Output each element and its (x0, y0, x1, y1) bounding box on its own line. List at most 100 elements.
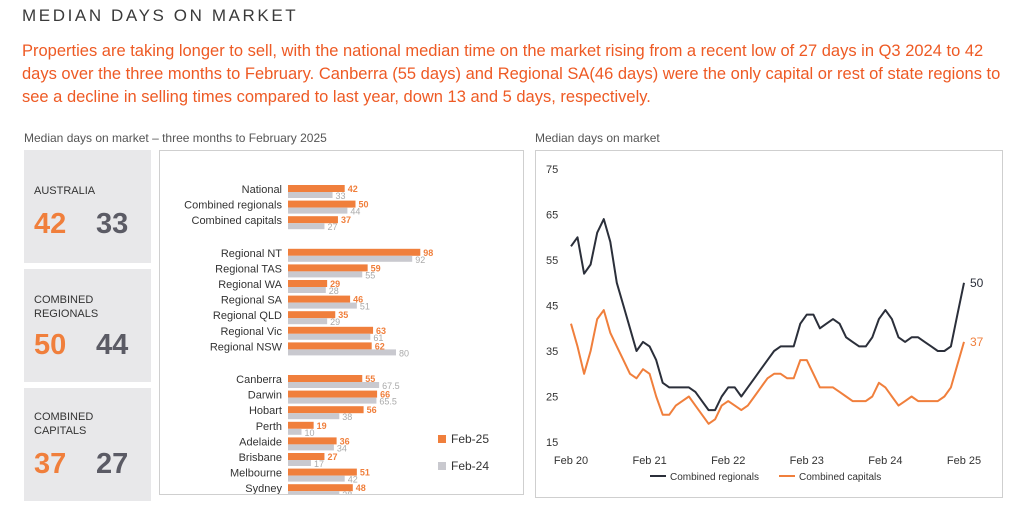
category-label-hobart: Hobart (249, 405, 282, 417)
category-label-melbourne: Melbourne (230, 468, 282, 480)
stat-previous-value: 33 (96, 208, 129, 240)
value-label-feb24-adelaide: 34 (337, 443, 347, 453)
bar-feb25-regional-qld (288, 311, 336, 319)
value-label-feb24-darwin: 65.5 (379, 397, 397, 407)
end-label-combined-capitals: 37 (970, 335, 984, 349)
bar-feb24-regional-tas (288, 271, 363, 278)
category-label-canberra: Canberra (236, 374, 283, 386)
value-label-feb25-melbourne: 51 (360, 468, 370, 478)
bar-feb24-combined-capitals (288, 223, 325, 230)
legend-swatch-feb24 (438, 462, 446, 470)
category-label-regional-sa: Regional SA (221, 295, 283, 307)
bar-feb24-regional-nsw (288, 349, 396, 356)
y-tick-label-15: 15 (546, 437, 558, 449)
category-label-regional-nsw: Regional NSW (210, 341, 283, 353)
series-line-combined-regionals (570, 218, 965, 412)
bar-feb24-perth (288, 428, 302, 435)
value-label-feb25-combined-regionals: 50 (359, 200, 369, 210)
bar-feb24-regional-qld (288, 318, 328, 325)
bar-feb24-combined-regionals (288, 207, 348, 214)
legend-label-combined-regionals: Combined regionals (670, 472, 759, 483)
bar-feb24-hobart (288, 413, 340, 420)
bar-feb24-darwin (288, 397, 377, 404)
value-label-feb25-sydney: 48 (356, 483, 366, 493)
stat-previous-value: 44 (96, 329, 129, 361)
bar-feb25-regional-nt (288, 248, 421, 256)
bar-feb25-adelaide (288, 437, 337, 445)
value-label-feb25-brisbane: 27 (327, 452, 337, 462)
stat-card-australia: AUSTRALIA 42 33 (24, 150, 151, 263)
bar-feb25-regional-tas (288, 264, 368, 272)
value-label-feb24-regional-qld: 29 (330, 317, 340, 327)
legend-label-combined-capitals: Combined capitals (799, 472, 881, 483)
value-label-feb25-regional-qld: 35 (338, 310, 348, 320)
x-tick-label-feb-25: Feb 25 (947, 455, 981, 467)
value-label-feb24-regional-vic: 61 (373, 333, 383, 343)
bar-chart-subtitle: Median days on market – three months to … (24, 131, 327, 145)
bar-feb25-melbourne (288, 468, 357, 476)
category-label-adelaide: Adelaide (239, 436, 282, 448)
line-chart-subtitle: Median days on market (535, 131, 660, 145)
category-label-perth: Perth (256, 421, 282, 433)
value-label-feb24-sydney: 38 (342, 490, 352, 494)
bar-feb24-canberra (288, 382, 380, 388)
value-label-feb24-hobart: 38 (342, 412, 352, 422)
page-title: MEDIAN DAYS ON MARKET (22, 6, 299, 25)
value-label-feb24-regional-nt: 92 (415, 255, 425, 265)
legend-label-feb25: Feb-25 (451, 432, 489, 446)
line-chart-panel: 75 65 55 45 35 25 15 Feb 20 Feb 21 Feb 22 Feb 23 Fe… (535, 150, 1003, 498)
value-label-feb24-regional-wa: 28 (329, 286, 339, 296)
line-chart: 75 65 55 45 35 25 15 Feb 20 Feb 21 Feb 22 Feb 23 Fe… (546, 164, 984, 483)
bar-feb25-perth (288, 421, 314, 429)
value-label-feb24-regional-nsw: 80 (399, 348, 409, 358)
category-label-sydney: Sydney (245, 483, 282, 494)
intro-paragraph: Properties are taking longer to sell, wi… (22, 42, 1001, 106)
bar-feb24-national (288, 192, 333, 198)
value-label-feb25-perth: 19 (317, 421, 327, 431)
bar-feb24-regional-wa (288, 287, 326, 293)
bar-feb25-regional-vic (288, 326, 374, 334)
bar-feb24-brisbane (288, 460, 311, 466)
stat-current-value: 37 (34, 448, 67, 480)
bar-feb24-regional-sa (288, 302, 357, 309)
value-label-feb25-hobart: 56 (367, 405, 377, 415)
value-label-feb25-regional-nt: 98 (423, 248, 433, 258)
bar-chart-panel: National 42 33 Combined regionals 50 44 Combin… (159, 150, 524, 500)
legend-label-feb24: Feb-24 (451, 459, 489, 473)
y-tick-label-65: 65 (546, 210, 558, 222)
category-label-regional-nt: Regional NT (221, 248, 282, 260)
value-label-feb24-canberra: 67.5 (382, 381, 400, 391)
bar-feb25-combined-regionals (288, 200, 356, 208)
x-tick-label-feb-22: Feb 22 (711, 455, 745, 467)
bar-feb24-melbourne (288, 475, 345, 482)
category-label-darwin: Darwin (248, 390, 282, 402)
x-tick-label-feb-23: Feb 23 (790, 455, 824, 467)
value-label-feb24-regional-sa: 51 (360, 302, 370, 312)
bar-feb24-sydney (288, 491, 340, 498)
end-label-combined-regionals: 50 (970, 276, 984, 290)
bar-feb25-canberra (288, 375, 363, 382)
bar-feb25-darwin (288, 390, 378, 398)
stat-label: AUSTRALIA (34, 185, 96, 197)
x-tick-label-feb-20: Feb 20 (554, 455, 588, 467)
series-line-combined-capitals (570, 309, 965, 425)
bar-feb25-regional-nsw (288, 342, 372, 350)
x-tick-label-feb-24: Feb 24 (868, 455, 902, 467)
stat-card-combined-capitals: COMBINED CAPITALS 37 27 (24, 388, 151, 501)
bar-feb25-combined-capitals (288, 216, 338, 224)
value-label-feb25-regional-wa: 29 (330, 279, 340, 289)
value-label-feb25-regional-sa: 46 (353, 295, 363, 305)
x-tick-label-feb-21: Feb 21 (632, 455, 666, 467)
value-label-feb24-combined-capitals: 27 (327, 222, 337, 232)
bar-feb24-regional-nt (288, 255, 413, 262)
value-label-feb25-canberra: 55 (365, 374, 375, 384)
y-tick-label-45: 45 (546, 301, 558, 313)
y-tick-label-25: 25 (546, 392, 558, 404)
value-label-feb25-regional-nsw: 62 (375, 341, 385, 351)
value-label-feb25-regional-vic: 63 (376, 326, 386, 336)
stat-current-value: 42 (34, 208, 67, 240)
stat-label: COMBINED REGIONALS (34, 294, 99, 320)
y-tick-label-55: 55 (546, 255, 558, 267)
y-tick-label-75: 75 (546, 164, 558, 176)
